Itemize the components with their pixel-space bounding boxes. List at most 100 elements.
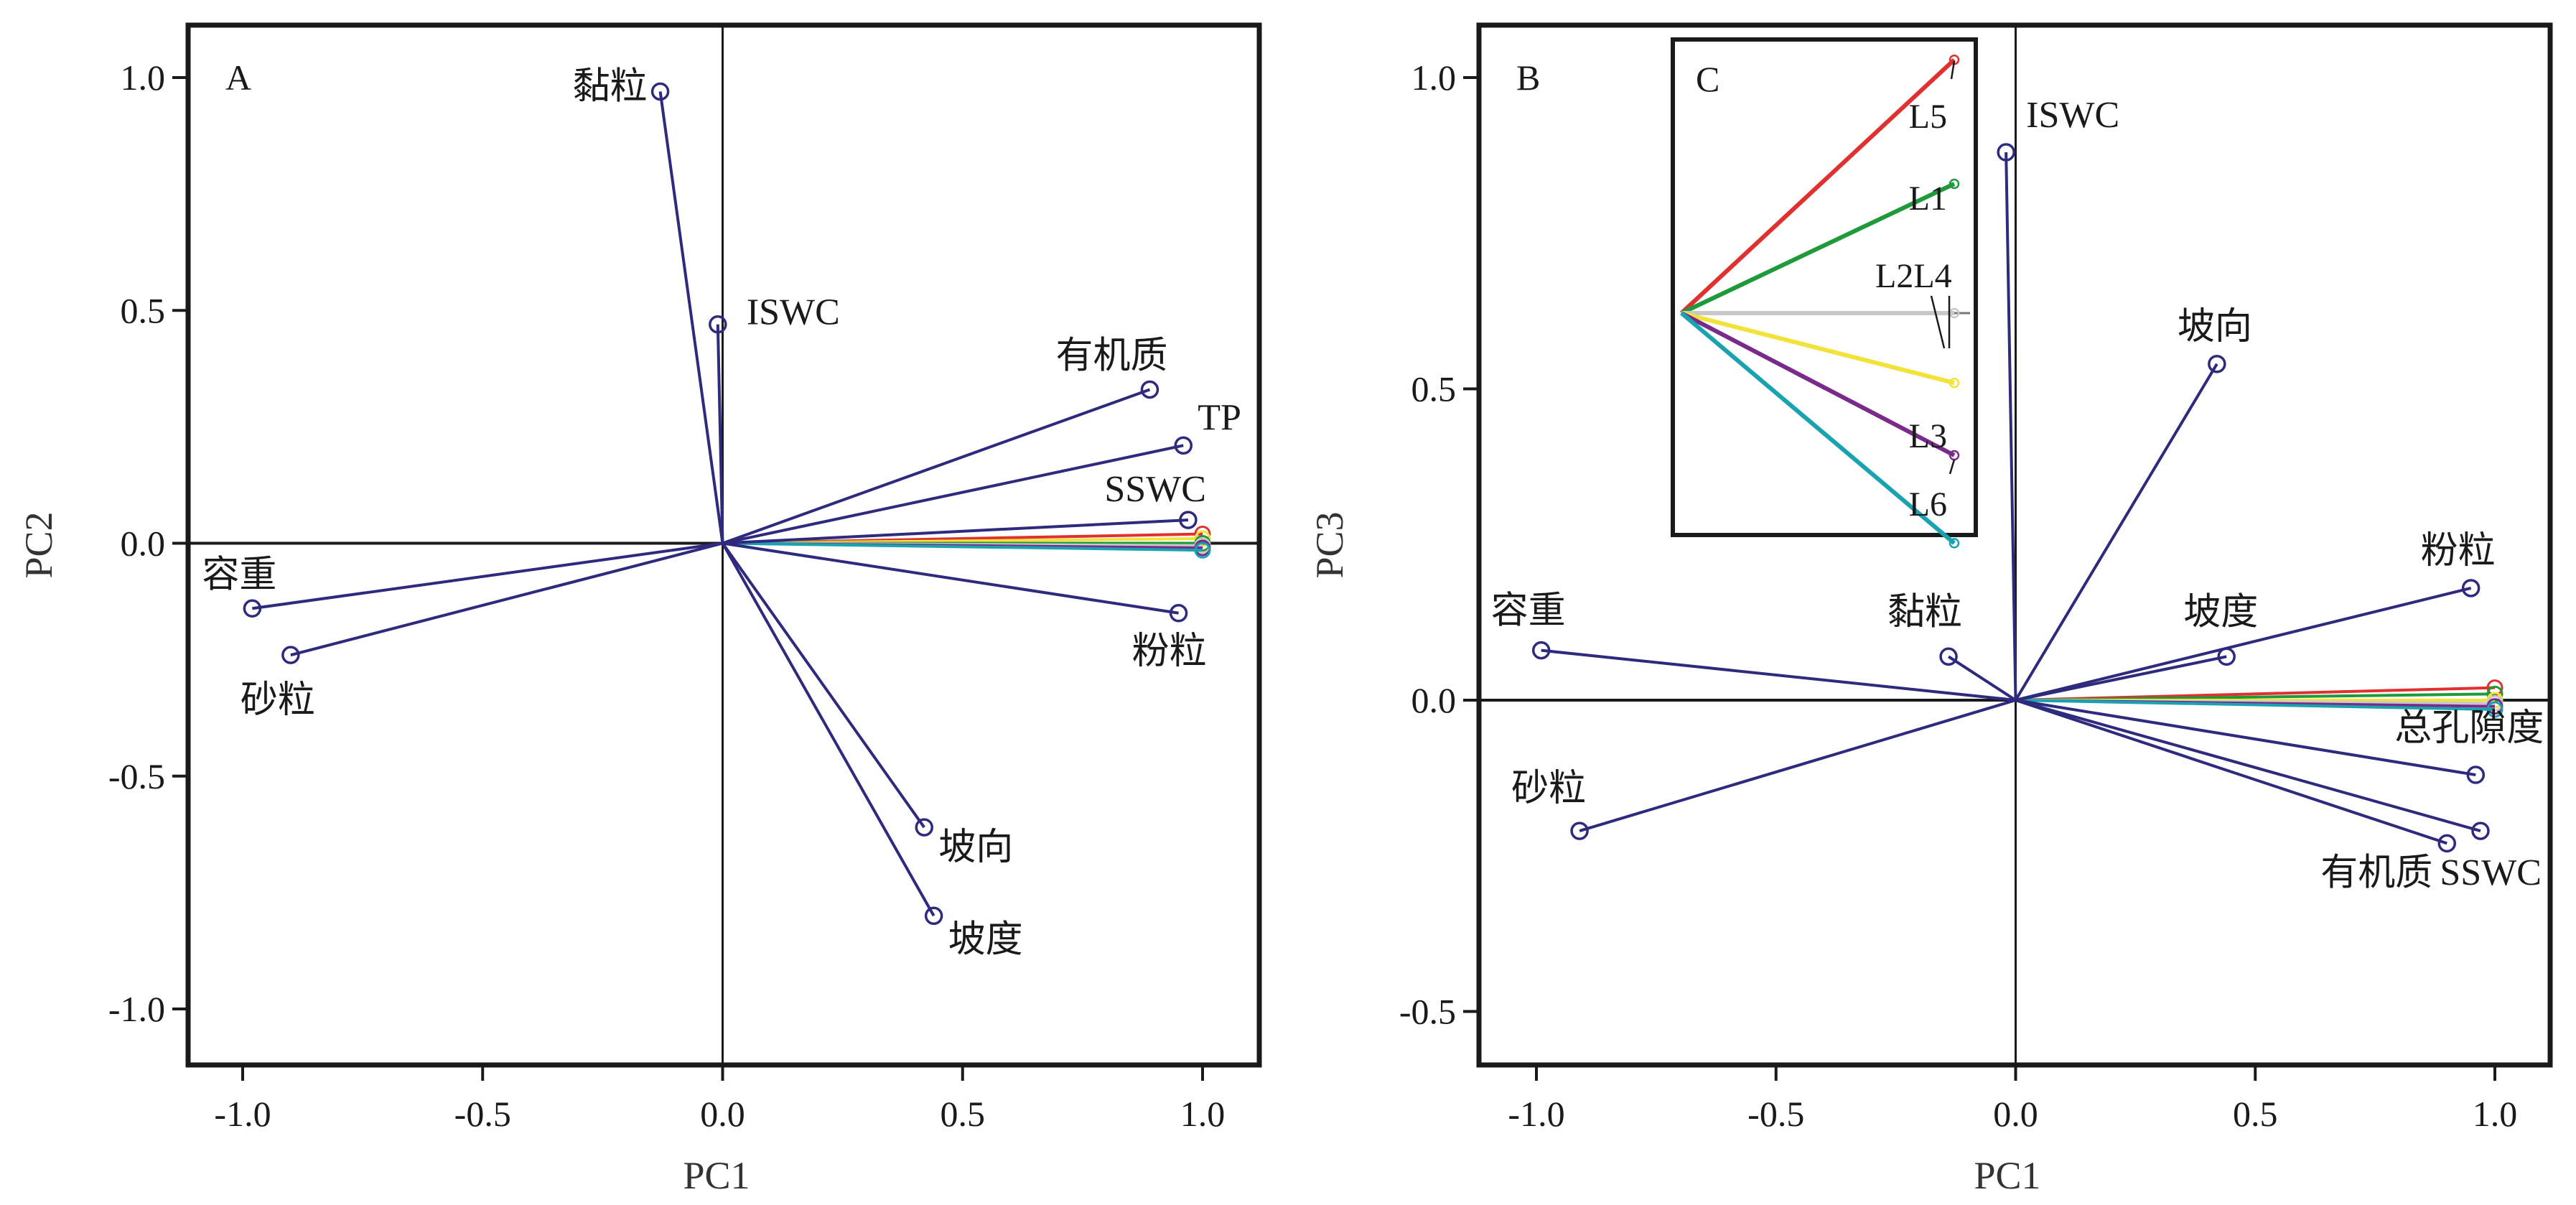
panel-a-y-tick-label: -1.0 — [108, 989, 165, 1029]
panel-a-y-axis-title: PC2 — [17, 511, 60, 578]
panel-b-x-tick-label: 0.5 — [2233, 1094, 2278, 1134]
panel-a-vector-label: 坡度 — [948, 919, 1023, 960]
panel-b-vector-point — [2471, 822, 2490, 840]
panel-a-y-tick-label: 1.0 — [121, 57, 166, 98]
inset-c-point-l6 — [1949, 538, 1960, 549]
panel-b-x-tick-label: 0.0 — [1993, 1094, 2038, 1134]
inset-c-leader-l2 — [1930, 295, 1946, 349]
panel-a-vector-line — [721, 542, 925, 829]
panel-a-x-tick-label: -0.5 — [454, 1094, 511, 1134]
panel-a-x-axis-title: PC1 — [683, 1154, 750, 1197]
inset-c-label: C — [1696, 59, 1719, 99]
panel-b-vector-line — [2005, 152, 2017, 701]
inset-c-leader-l6 — [1949, 459, 1956, 475]
panel-b-vector-line — [2015, 699, 2481, 832]
panel-a-biplot: -1.0 -0.5 0.0 0.5 1.0 1.0 0.5 0.0 -0.5 -1.0 PC1 PC2… — [17, 22, 1262, 1197]
panel-a-vector-line — [290, 541, 724, 657]
panel-b-vector-point — [1939, 647, 1958, 666]
panel-b-vector-label: 黏粒 — [1887, 592, 1962, 633]
panel-b-vector-label: 容重 — [1491, 591, 1566, 632]
panel-a-vector-point — [709, 315, 727, 334]
inset-c-label-l1: L1 — [1909, 180, 1947, 218]
panel-b-vector-label: 砂粒 — [1511, 768, 1586, 809]
inset-c-point-l4 — [1949, 377, 1960, 389]
panel-b-x-axis-title: PC1 — [1974, 1154, 2040, 1197]
panel-a-vector-line — [722, 541, 1179, 615]
panel-b-vector-line — [1579, 699, 2017, 832]
panel-b-sample-vector-l6 — [2015, 699, 2496, 712]
panel-a-x-tick-label: 1.0 — [1180, 1094, 1226, 1134]
panel-a-vector-label: 粉粒 — [1132, 631, 1207, 672]
inset-c-leader-l5 — [1950, 60, 1956, 80]
panel-b-y-tick-label: 1.0 — [1411, 57, 1457, 98]
panel-b-vector-point — [2217, 647, 2236, 666]
panel-a-sample-point-l4 — [1194, 530, 1211, 547]
panel-a-vector-label: TP — [1198, 397, 1241, 438]
panel-a-vector-label: 坡向 — [938, 827, 1013, 868]
panel-a-vector-line — [722, 444, 1184, 545]
inset-c-line-l5 — [1679, 58, 1956, 315]
panel-a-vector-point — [1179, 511, 1198, 529]
inset-c-line-l6 — [1680, 311, 1956, 545]
panel-a-y-tick-label: 0.5 — [121, 290, 166, 330]
panel-a-vector-line — [721, 542, 935, 917]
panel-a-vector-label: ISWC — [747, 292, 840, 333]
panel-a-sample-point-l6 — [1194, 541, 1211, 559]
inset-c-point-l1 — [1949, 178, 1960, 190]
panel-b-vector-point — [1531, 641, 1551, 660]
panel-a-vector-label: 砂粒 — [241, 680, 315, 721]
panel-b-x-tick-label: -0.5 — [1747, 1094, 1804, 1134]
panel-b-vector-line — [2015, 586, 2472, 702]
inset-c-label-l2-l4: L2L4 — [1875, 257, 1952, 295]
panel-b-y-axis-title: PC3 — [1308, 511, 1351, 578]
panel-a-vector-line — [722, 518, 1189, 545]
inset-c-label-l5: L5 — [1909, 98, 1947, 136]
panel-a-vector-line — [658, 91, 724, 544]
panel-a-x-tick-label: -1.0 — [214, 1094, 271, 1134]
panel-b-vector-line — [2015, 655, 2227, 702]
panel-a-vector-point — [924, 906, 943, 926]
panel-b-vector-line — [2015, 699, 2447, 845]
panel-b-y-tick-label: -0.5 — [1399, 992, 1456, 1032]
panel-a-vector-label: SSWC — [1104, 469, 1206, 510]
inset-c-line-l3 — [1680, 311, 1956, 457]
panel-b-vector-point — [2437, 834, 2456, 853]
inset-c-frame — [1671, 37, 1978, 537]
panel-a-vector-line — [252, 541, 723, 610]
panel-b-vector-point — [2208, 355, 2226, 373]
panel-a-vector-point — [281, 646, 300, 664]
panel-b-vector-line — [1947, 655, 2017, 702]
panel-b-vector-point — [2466, 766, 2486, 784]
panel-a-vector-label: 黏粒 — [573, 66, 648, 107]
panel-a-vector-point — [650, 82, 670, 101]
inset-c-label-l6: L6 — [1909, 485, 1947, 524]
panel-a-vector-label: 有机质 — [1055, 335, 1167, 376]
panel-b-vector-point — [2461, 579, 2481, 597]
panel-a-vector-line — [722, 388, 1151, 545]
panel-b-vector-label: SSWC — [2440, 852, 2542, 893]
panel-b-y-tick-label: 0.5 — [1411, 369, 1457, 409]
panel-a-label: A — [225, 57, 251, 98]
panel-b-vector-line — [1541, 648, 2016, 702]
panel-a-y-tick-label: 0.0 — [121, 524, 166, 564]
panel-a-vector-point — [1140, 380, 1159, 399]
inset-c-label-l3: L3 — [1909, 417, 1947, 455]
panel-b-vector-label: ISWC — [2026, 95, 2119, 136]
panel-b-vector-label: 坡度 — [2183, 592, 2258, 633]
panel-a-vector-point — [915, 818, 934, 837]
panel-c-inset: C L5 L1 L3 L6 L2L4 — [1671, 37, 1978, 549]
panel-b-label: B — [1516, 57, 1540, 98]
inset-c-line-l1 — [1680, 182, 1956, 315]
panel-b-vector-line — [2014, 363, 2218, 702]
panel-a-vector-point — [243, 599, 262, 618]
inset-c-line-l4 — [1681, 311, 1955, 386]
panel-b-biplot: -1.0 -0.5 0.0 0.5 1.0 1.0 0.5 0.0 -0.5 PC1 PC3 B ISW… — [1308, 22, 2553, 1197]
panel-b-vector-line — [2015, 699, 2476, 777]
panel-b-vector-point — [1997, 143, 2015, 162]
panel-b-vector-label: 总孔隙度 — [2394, 708, 2544, 749]
panel-b-y-tick-label: 0.0 — [1411, 680, 1457, 720]
panel-b-vector-label: 坡向 — [2178, 307, 2252, 348]
panel-a-vector-point — [1169, 604, 1188, 623]
panel-a-x-tick-label: 0.5 — [941, 1094, 986, 1134]
